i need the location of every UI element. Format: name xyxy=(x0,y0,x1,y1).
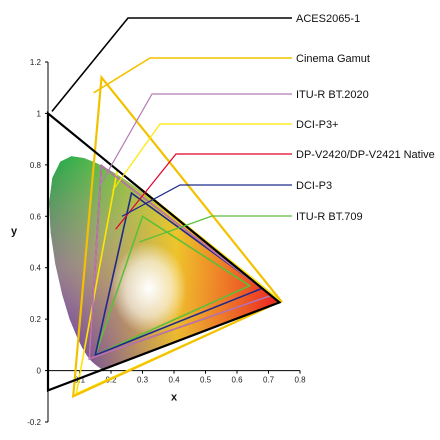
x-tick-label: 0.7 xyxy=(263,376,275,385)
legend-label: ITU-R BT.709 xyxy=(296,211,363,223)
legend-label: Cinema Gamut xyxy=(296,53,370,65)
y-tick-label: 0.4 xyxy=(30,264,42,273)
legend-label: DCI-P3+ xyxy=(296,119,339,131)
x-ticks: 0.1 0.2 0.3 0.4 0.5 0.6 0.7 0.8 xyxy=(47,370,306,385)
y-tick-label: 1.2 xyxy=(30,58,42,67)
gamut-aces2065-1 xyxy=(46,111,282,392)
white-point-glow xyxy=(110,242,187,335)
legend-label: DP-V2420/DP-V2421 Native xyxy=(296,149,435,161)
legend-label: ITU-R BT.2020 xyxy=(296,89,369,101)
gamut-cinema-gamut xyxy=(71,74,283,399)
spectral-locus-area xyxy=(49,156,280,370)
gamut-triangles xyxy=(46,74,283,399)
x-axis-label: x xyxy=(171,392,178,404)
x-tick-label: 0.4 xyxy=(168,376,180,385)
legend: ACES2065-1 Cinema Gamut ITU-R BT.2020 DCI-P… xyxy=(51,13,435,243)
legend-leader-line xyxy=(112,123,292,191)
x-tick-label: 0.3 xyxy=(137,376,149,385)
legend-leader-line xyxy=(139,215,292,243)
gamut-dci-p3 xyxy=(94,191,264,357)
y-tick-label: 0.6 xyxy=(30,212,42,221)
y-tick-label: 0.8 xyxy=(30,161,42,170)
legend-leader-line xyxy=(121,184,292,217)
gamut-itu-r-bt-2020 xyxy=(88,164,273,360)
y-tick-label: 1 xyxy=(37,109,42,118)
legend-leader-line xyxy=(51,17,292,112)
legend-leader-line xyxy=(115,153,292,230)
legend-label: DCI-P3 xyxy=(296,180,332,192)
y-tick-label: -0.2 xyxy=(27,418,41,427)
y-tick-label: 0 xyxy=(37,367,42,376)
x-tick-label: 0.5 xyxy=(200,376,212,385)
x-tick-label: 0.8 xyxy=(294,376,306,385)
x-tick-label: 0.1 xyxy=(74,376,86,385)
y-tick-label: 0.2 xyxy=(30,315,42,324)
y-axis-label: y xyxy=(11,225,18,237)
legend-label: ACES2065-1 xyxy=(296,13,360,25)
y-ticks: -0.2 0 0.2 0.4 0.6 0.8 1 1.2 xyxy=(27,58,48,427)
legend-leader-line xyxy=(99,93,292,186)
x-tick-label: 0.6 xyxy=(231,376,243,385)
legend-leader-line xyxy=(93,57,292,94)
gamut-itu-r-bt-709 xyxy=(93,215,252,357)
